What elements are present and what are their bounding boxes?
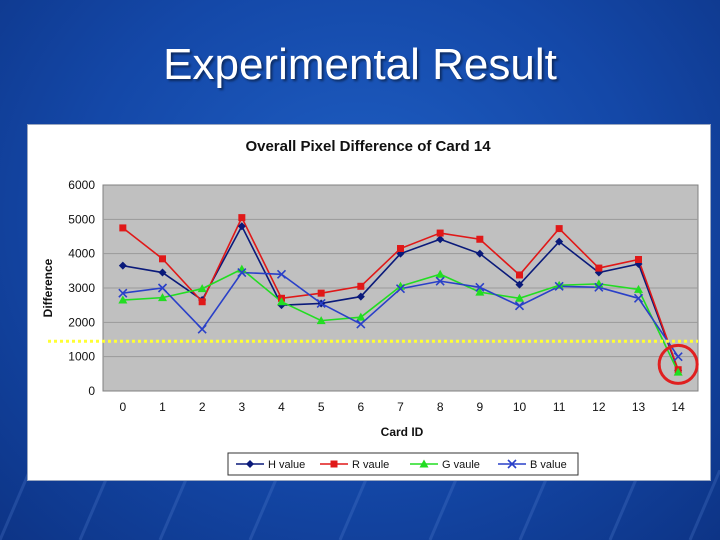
x-tick-label: 1 [159,400,166,414]
x-tick-label: 14 [671,400,685,414]
data-point [516,271,523,279]
data-point [554,280,564,289]
x-tick-label: 8 [437,400,444,414]
chart-panel: 0 1000 2000 3000 4000 5000 6000 0 1 2 3 4 5 6 7 8 9 10 11… [27,124,711,481]
data-point [118,295,128,304]
legend-marker [330,460,338,468]
data-point [158,268,167,277]
data-point [238,214,246,222]
data-point [514,301,525,311]
y-tick-label: 3000 [68,281,95,295]
data-point [634,284,643,293]
y-tick-label: 6000 [68,178,95,192]
x-tick-label: 6 [357,400,364,414]
data-point [476,235,484,243]
data-point [515,280,524,289]
data-point [237,267,247,278]
y-tick-label: 4000 [68,247,95,261]
data-point [436,235,445,244]
data-point [435,276,445,286]
data-point [277,297,286,306]
x-tick-label: 13 [632,400,646,414]
data-point [554,281,564,291]
data-point [118,288,128,298]
x-tick-label: 3 [238,400,245,414]
data-point [356,319,366,329]
y-tick-label: 1000 [68,350,95,364]
data-point [119,224,127,232]
data-point [395,284,406,294]
data-point [673,352,683,362]
x-tick-label: 0 [119,400,126,414]
data-point [158,293,167,302]
data-point [118,261,127,270]
data-point [356,312,366,321]
data-point [435,269,445,278]
x-tick-label: 10 [513,400,527,414]
data-point [316,298,326,309]
data-point [159,255,166,263]
legend-label: H value [268,459,305,471]
data-point [594,268,603,277]
x-tick-label: 2 [199,400,206,414]
data-point [397,245,404,253]
data-point [673,367,683,376]
data-point [357,282,365,290]
y-tick-label: 5000 [68,212,95,226]
data-point [356,292,365,301]
data-point [555,225,563,233]
data-point [595,264,603,272]
legend-label: B value [530,459,567,471]
data-point [317,289,325,297]
legend-marker [507,459,517,469]
x-tick-label: 5 [318,400,325,414]
x-tick-label: 11 [553,400,566,414]
highlight-circle [657,343,699,385]
x-tick-label: 4 [278,400,285,414]
data-point [475,282,485,292]
data-point [237,222,246,231]
legend: H value R vaule G vaule B value [227,452,579,476]
x-axis-label: Card ID [381,425,424,439]
legend-marker [246,460,254,468]
data-point [197,284,207,293]
data-point [515,293,524,302]
y-axis-label: Difference [41,258,55,317]
slide-title: Experimental Result [163,40,557,89]
data-point [633,293,644,303]
legend-label: R vaule [352,459,389,471]
data-point [197,324,207,334]
data-point [475,249,484,258]
data-point [198,298,206,306]
data-point [276,269,287,279]
decorative-background-lines [0,470,720,540]
data-point [396,281,405,290]
legend-label: G vaule [442,459,480,471]
x-tick-label: 7 [397,400,404,414]
data-point [635,256,642,264]
data-point [396,249,405,258]
data-point [157,283,168,293]
x-tick-label: 9 [476,400,483,414]
chart-title: Overall Pixel Difference of Card 14 [245,138,491,155]
legend-marker [419,459,429,468]
y-tick-label: 2000 [68,315,95,329]
y-tick-label: 0 [88,384,95,398]
data-point [316,316,326,325]
legend-box [227,452,579,476]
data-point [436,229,444,237]
x-tick-label: 12 [592,400,606,414]
data-point [594,282,604,292]
data-point [555,237,564,246]
data-point [475,287,485,296]
